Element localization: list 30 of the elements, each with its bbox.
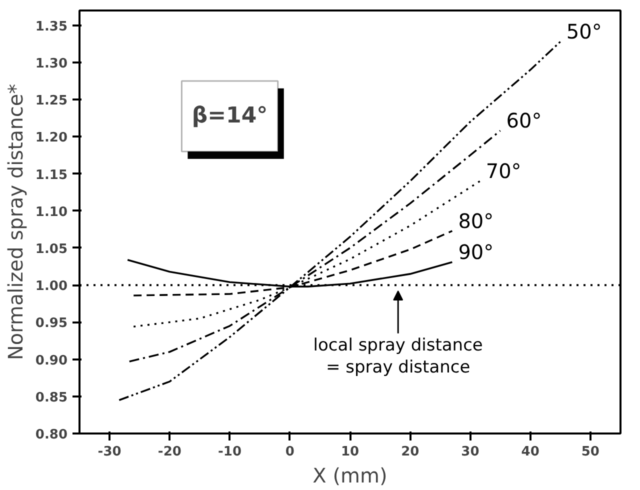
y-tick-label: 1.05 [35, 242, 68, 257]
x-tick-label: 10 [340, 444, 360, 460]
series-label: 70° [486, 159, 522, 184]
y-tick-label: 0.90 [35, 353, 68, 368]
annotation: β=14° [192, 103, 268, 128]
x-tick-label: -30 [98, 444, 122, 460]
x-tick-label: 0 [285, 444, 294, 460]
y-tick-label: 1.30 [35, 56, 68, 72]
x-tick-label: 40 [521, 444, 540, 460]
y-tick-label: 1.15 [35, 168, 68, 183]
x-tick-label: 30 [461, 444, 480, 460]
series-label: 60° [506, 108, 542, 133]
y-axis-title: Normalized spray distance* [3, 84, 28, 360]
y-tick-label: 0.95 [35, 316, 68, 332]
y-tick-label: 1.20 [35, 130, 68, 146]
series-label: 90° [458, 240, 494, 264]
x-tick-label: -20 [158, 444, 182, 460]
y-tick-label: 1.00 [35, 279, 68, 294]
y-tick-label: 1.35 [35, 19, 68, 34]
annotation: local spray distance = spray distance [313, 335, 483, 378]
y-tick-label: 0.80 [35, 428, 68, 442]
y-tick-label: 1.25 [35, 94, 68, 109]
x-tick-label: 50 [581, 444, 600, 460]
x-axis-title: X (mm) [312, 464, 388, 488]
y-tick-label: 0.85 [35, 390, 68, 406]
y-tick-label: 1.10 [35, 204, 68, 220]
series-label: 50° [566, 20, 602, 44]
x-tick-label: 20 [401, 444, 420, 460]
x-tick-label: -10 [218, 444, 242, 460]
series-label: 80° [458, 208, 494, 233]
